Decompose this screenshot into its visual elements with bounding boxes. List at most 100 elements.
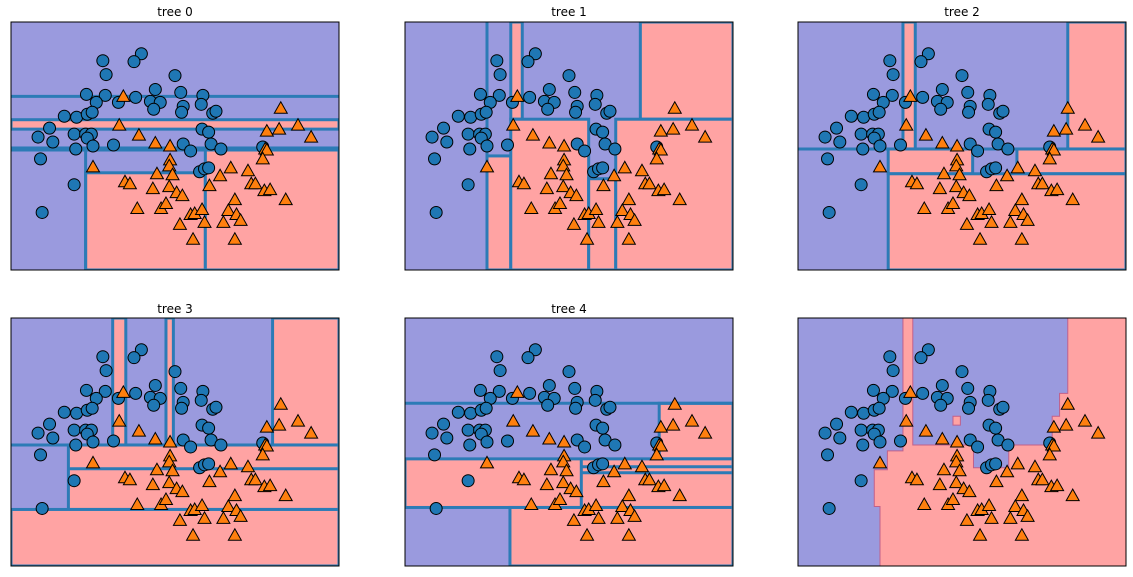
class0-point [429, 501, 443, 515]
class1-point [1020, 212, 1035, 226]
class0-point [147, 398, 161, 412]
class0-point [971, 144, 985, 158]
class0-point [79, 87, 93, 101]
class0-point [962, 105, 976, 119]
class0-point [479, 105, 493, 119]
class1-point [85, 455, 101, 469]
class1-point [588, 201, 604, 215]
class0-point [935, 82, 949, 96]
class0-point [872, 105, 886, 119]
class1-point [165, 463, 180, 477]
class1-point [212, 168, 228, 182]
class1-point [989, 474, 1004, 488]
class1-point [653, 419, 669, 433]
class0-point [148, 82, 162, 96]
class1-point [617, 160, 633, 174]
class1-point [525, 127, 541, 141]
class1-point [909, 176, 925, 190]
class0-point [168, 365, 182, 379]
class1-point [559, 167, 574, 181]
class1-region [614, 117, 733, 270]
class1-point [509, 384, 525, 398]
class1-point [122, 472, 138, 486]
class1-point [872, 159, 888, 173]
class1-point [1003, 214, 1018, 228]
class0-point [989, 125, 1003, 139]
class0-point [562, 365, 576, 379]
class0-point [67, 127, 81, 141]
panel-5 [797, 317, 1127, 567]
class1-point [259, 419, 275, 433]
class0-point [134, 47, 148, 61]
axes-frame [797, 21, 1127, 271]
class1-point [259, 438, 275, 452]
class0-point [981, 97, 995, 111]
class1-point [684, 413, 700, 427]
class1-point [543, 462, 559, 476]
class1-point [556, 434, 572, 448]
class0-point [202, 421, 216, 435]
class1-point [162, 434, 178, 448]
class1-point [223, 456, 239, 470]
class1-point [959, 216, 975, 230]
class1-point [962, 484, 977, 498]
class0-point [31, 130, 45, 144]
class0-point [480, 139, 494, 153]
class0-point [99, 364, 113, 378]
class0-point [129, 90, 143, 104]
class1-point [1046, 123, 1062, 137]
class1-point [185, 231, 201, 245]
class0-point [490, 350, 504, 364]
class1-point [918, 423, 934, 437]
class1-point [1058, 417, 1074, 431]
class0-point [127, 351, 141, 365]
class1-point [649, 151, 665, 165]
class1-point [621, 231, 637, 245]
class1-point [290, 117, 306, 131]
class0-point [194, 97, 208, 111]
class1-point [197, 510, 212, 524]
class1-point [1060, 396, 1076, 410]
class0-point [608, 438, 622, 452]
panel-0 [10, 21, 340, 271]
class1-region [873, 318, 1126, 566]
class0-point [67, 178, 81, 192]
class1-point [1010, 160, 1026, 174]
class1-point [949, 434, 965, 448]
class0-point [894, 138, 907, 152]
class1-region [508, 505, 733, 566]
class1-point [642, 176, 657, 190]
class0-point [437, 121, 451, 135]
class0-point [523, 386, 537, 400]
class1-point [202, 178, 217, 192]
class1-region [1066, 22, 1126, 151]
class0-point [492, 384, 506, 398]
class0-point [857, 406, 871, 420]
panel-title-tree-3: tree 3 [157, 302, 193, 316]
class0-point [429, 205, 443, 219]
class1-point [653, 123, 669, 137]
class0-point [914, 55, 928, 69]
class1-point [945, 196, 961, 210]
class0-point [35, 501, 49, 515]
class0-point [214, 438, 228, 452]
class1-point [569, 188, 584, 202]
class0-point [894, 434, 907, 448]
class0-point [202, 457, 216, 471]
class1-point [1046, 419, 1062, 433]
class1-point [541, 135, 557, 149]
class0-point [43, 417, 57, 431]
class1-point [172, 512, 188, 526]
class0-point [98, 384, 112, 398]
class0-point [818, 130, 832, 144]
class1-point [158, 196, 174, 210]
class1-point [202, 474, 217, 488]
class1-point [621, 527, 637, 541]
class0-point [996, 104, 1010, 118]
class0-point [134, 343, 148, 357]
class1-point [479, 455, 495, 469]
class1-region [657, 401, 733, 461]
class0-point [821, 448, 835, 462]
class1-point [227, 488, 243, 502]
class1-point [248, 176, 263, 190]
